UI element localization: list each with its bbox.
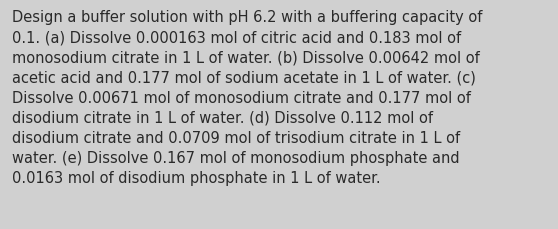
Text: Design a buffer solution with pH 6.2 with a buffering capacity of
0.1. (a) Disso: Design a buffer solution with pH 6.2 wit…: [12, 10, 483, 185]
